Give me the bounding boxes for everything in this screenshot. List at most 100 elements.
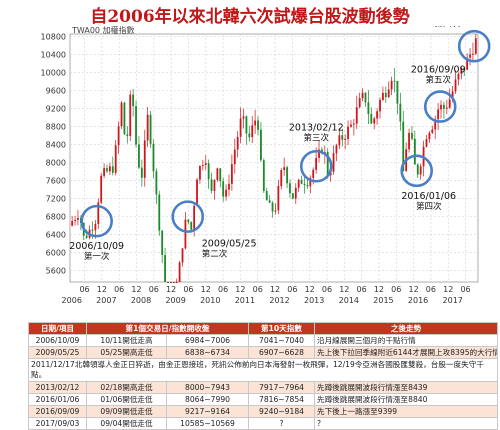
event-count-label: 第五次 xyxy=(425,75,451,86)
x-tick-label: 06 xyxy=(253,285,263,294)
table-cell: 之後走勢 xyxy=(314,322,498,335)
table-row: 2017/09/03 09/04開低走低 10585~10569?? xyxy=(28,417,498,430)
table-row: 2013/02/12 02/18開高走低 8000~7943 7917~7964 先蹲後… xyxy=(28,381,498,394)
y-tick-label: 8400 xyxy=(46,140,66,149)
candle-body xyxy=(454,79,457,92)
candle-body xyxy=(411,132,413,139)
table-cell: 6838~6734 xyxy=(166,346,249,359)
table-cell: 日期/項目 xyxy=(28,322,87,335)
candle-body xyxy=(85,235,88,238)
candle-body xyxy=(100,175,103,203)
event-circle xyxy=(299,149,333,183)
table-cell: 9217~9164 xyxy=(166,405,249,418)
candle-body xyxy=(213,179,216,191)
candle-body xyxy=(344,138,347,140)
event-circle xyxy=(80,204,113,238)
candle-body xyxy=(132,94,135,107)
table-cell: 2009/05/25 xyxy=(28,346,87,359)
candle-body xyxy=(416,164,419,175)
x-tick-label: 12 xyxy=(443,285,453,294)
x-tick-label: 12 xyxy=(97,285,107,294)
x-tick-label: 06 xyxy=(391,285,401,294)
table-row: 2016/01/06 01/06開低走低 8064~7990 7816~7854 先蹲後… xyxy=(28,393,498,406)
candle-body xyxy=(315,157,318,170)
candle-body xyxy=(91,229,94,231)
legend-label: TWA00 加權指數 xyxy=(71,26,135,35)
candle-body xyxy=(379,99,381,112)
x-tick-label: 06 xyxy=(426,285,436,294)
y-tick-label: 7600 xyxy=(46,177,66,186)
candlestick-chart: 5600 6000 6400 6800 7200 7600 8000 8400 8800 9200… xyxy=(41,26,491,305)
candle-body xyxy=(463,67,466,70)
candle-body xyxy=(123,102,126,135)
x-tick-label: 06 xyxy=(357,285,367,294)
candle-body xyxy=(172,282,175,283)
candle-body xyxy=(257,120,259,130)
y-tick-label: 8800 xyxy=(46,122,66,131)
table-note-row: 2011/12/17北韓領導人金正日猝逝，由金正恩接班，死訊公佈前向日本海發射一… xyxy=(28,358,498,382)
table-cell: 8000~7943 xyxy=(166,381,249,394)
candle-body xyxy=(120,102,123,127)
candle-body xyxy=(413,138,416,165)
x-year-label: 2011 xyxy=(235,296,255,305)
candle-body xyxy=(260,129,262,161)
candle-body xyxy=(71,221,74,226)
table-cell: 2011/12/17北韓領導人金正日猝逝，由金正恩接班，死訊公佈前向日本海發射一… xyxy=(28,358,498,382)
candle-body xyxy=(393,80,396,82)
candle-body xyxy=(469,54,471,58)
event-date-label: 2013/02/12 xyxy=(289,122,344,133)
candle-body xyxy=(445,107,448,109)
x-tick-label: 06 xyxy=(322,285,332,294)
candle-body xyxy=(326,151,329,176)
candle-body xyxy=(152,143,155,172)
candle-body xyxy=(460,67,463,74)
y-tick-label: 9600 xyxy=(46,86,66,95)
candle-body xyxy=(190,221,193,230)
x-tick-label: 06 xyxy=(218,285,228,294)
x-tick-label: 06 xyxy=(287,285,297,294)
x-tick-label: 12 xyxy=(408,285,418,294)
candle-body xyxy=(274,210,277,212)
candle-body xyxy=(466,57,469,70)
candle-body xyxy=(129,94,132,136)
x-tick-label: 06 xyxy=(79,285,89,294)
table-cell: 第1個交易日/指數開收盤 xyxy=(86,322,249,335)
candle-body xyxy=(352,123,355,125)
y-tick-label: 6800 xyxy=(46,213,66,222)
candle-body xyxy=(201,165,204,167)
y-tick-label: 10800 xyxy=(41,32,66,41)
candle-body xyxy=(283,167,286,171)
table-cell: 09/09開低走低 xyxy=(86,405,167,418)
candle-body xyxy=(106,168,108,172)
candle-body xyxy=(158,194,161,231)
candle-body xyxy=(408,132,410,150)
candle-body xyxy=(347,126,349,139)
candle-body xyxy=(448,99,451,108)
event-circle xyxy=(423,90,457,123)
table-cell: 2013/02/12 xyxy=(28,381,87,394)
event-count-label: 第六次 xyxy=(435,26,461,29)
candle-body xyxy=(431,129,434,133)
event-table-body: 日期/項目 第1個交易日/指數開收盤 第10天指數 之後走勢 2006/10/09 10/… xyxy=(28,322,498,430)
candle-body xyxy=(312,169,315,178)
candle-body xyxy=(309,177,312,187)
y-tick-label: 7200 xyxy=(46,195,66,204)
candle-body xyxy=(338,135,341,146)
candle-body xyxy=(222,181,225,197)
table-cell: 9240~9184 xyxy=(248,405,315,418)
candle-body xyxy=(387,89,390,98)
candle-body xyxy=(251,125,254,138)
table-cell: 先蹲後跳展開波段行情漲至8439 xyxy=(314,381,498,394)
candle-body xyxy=(300,179,303,184)
candle-body xyxy=(242,116,245,119)
candle-body xyxy=(428,132,431,140)
candle-body xyxy=(196,179,198,206)
candle-body xyxy=(135,106,137,145)
candle-body xyxy=(271,202,274,212)
candle-body xyxy=(396,80,399,104)
x-year-label: 2008 xyxy=(131,296,151,305)
candle-body xyxy=(138,144,140,168)
candle-body xyxy=(437,109,440,120)
table-cell: 2006/10/09 xyxy=(28,334,87,347)
candle-body xyxy=(239,118,242,137)
